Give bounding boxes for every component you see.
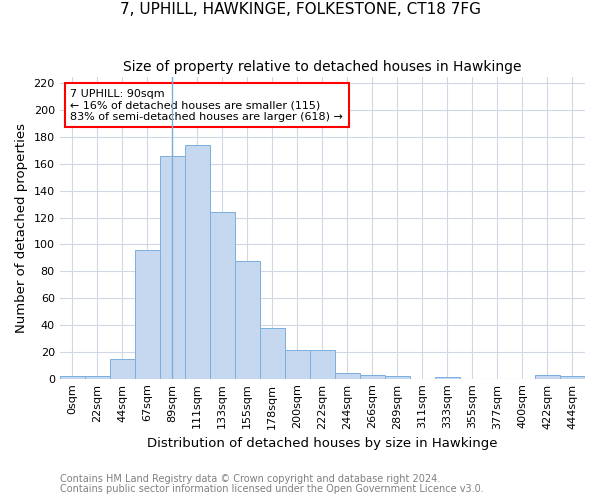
Bar [385, 376, 410, 378]
Bar [135, 250, 160, 378]
Bar [235, 260, 260, 378]
Bar [285, 350, 310, 378]
Bar [185, 145, 210, 378]
Bar [535, 374, 560, 378]
Text: 7 UPHILL: 90sqm
← 16% of detached houses are smaller (115)
83% of semi-detached : 7 UPHILL: 90sqm ← 16% of detached houses… [70, 88, 343, 122]
Bar [335, 374, 360, 378]
Bar [160, 156, 185, 378]
Text: Contains HM Land Registry data © Crown copyright and database right 2024.: Contains HM Land Registry data © Crown c… [60, 474, 440, 484]
Bar [260, 328, 285, 378]
Bar [59, 376, 85, 378]
Bar [560, 376, 585, 378]
X-axis label: Distribution of detached houses by size in Hawkinge: Distribution of detached houses by size … [147, 437, 497, 450]
Title: Size of property relative to detached houses in Hawkinge: Size of property relative to detached ho… [123, 60, 521, 74]
Y-axis label: Number of detached properties: Number of detached properties [15, 122, 28, 332]
Bar [210, 212, 235, 378]
Bar [360, 374, 385, 378]
Bar [110, 358, 135, 378]
Bar [310, 350, 335, 378]
Bar [85, 376, 110, 378]
Text: Contains public sector information licensed under the Open Government Licence v3: Contains public sector information licen… [60, 484, 484, 494]
Text: 7, UPHILL, HAWKINGE, FOLKESTONE, CT18 7FG: 7, UPHILL, HAWKINGE, FOLKESTONE, CT18 7F… [119, 2, 481, 18]
